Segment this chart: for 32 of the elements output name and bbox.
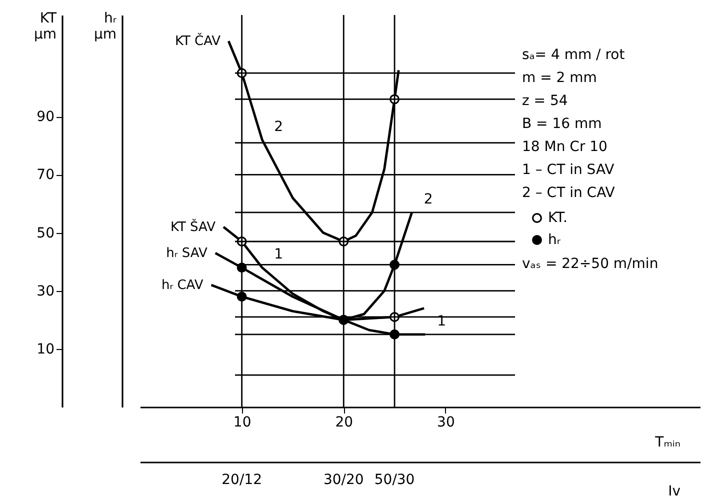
text: 20/12: [222, 472, 262, 488]
series-label: hᵣ CAV: [161, 278, 204, 294]
annotation: vₐₛ = 22÷50 m/min: [522, 256, 658, 272]
annotation: 2: [424, 191, 433, 208]
legend-label: KT.: [548, 210, 568, 226]
annotation: z = 54: [522, 93, 568, 109]
y-tick-label: 30: [36, 283, 54, 300]
annotation: B = 16 mm: [522, 116, 602, 132]
x-tick-label: 20: [335, 414, 354, 430]
series-label: KT ŠAV: [170, 218, 216, 235]
x2-axis-title: Iv: [668, 484, 680, 500]
text: 50/30: [374, 472, 415, 488]
y-axis-title: KT µm: [34, 10, 57, 42]
annotation: m = 2 mm: [522, 70, 597, 86]
x-tick-label: 10: [233, 414, 252, 430]
series-label: KT ČAV: [174, 32, 221, 50]
annotation: 18 Mn Cr 10: [522, 139, 608, 155]
text: 30/20: [323, 472, 364, 488]
y-tick-label: 50: [36, 225, 54, 242]
series-label: hᵣ SAV: [166, 246, 208, 262]
annotation: 1 – CT in SAV: [522, 162, 615, 178]
annotation: sₐ= 4 mm / rot: [522, 47, 626, 63]
annotation: 2 – CT in CAV: [522, 185, 616, 201]
annotation: 2: [274, 118, 284, 135]
x-axis-title: Tₘᵢₙ: [654, 434, 680, 450]
x-tick-label: 30: [437, 414, 455, 430]
annotation: 1: [274, 246, 284, 263]
y-tick-label: 70: [36, 167, 54, 184]
legend-label: hᵣ: [548, 232, 561, 248]
y-tick-label: 10: [36, 341, 54, 358]
y-tick-label: 90: [36, 109, 54, 126]
y2-axis-title: hᵣ µm: [94, 10, 117, 42]
